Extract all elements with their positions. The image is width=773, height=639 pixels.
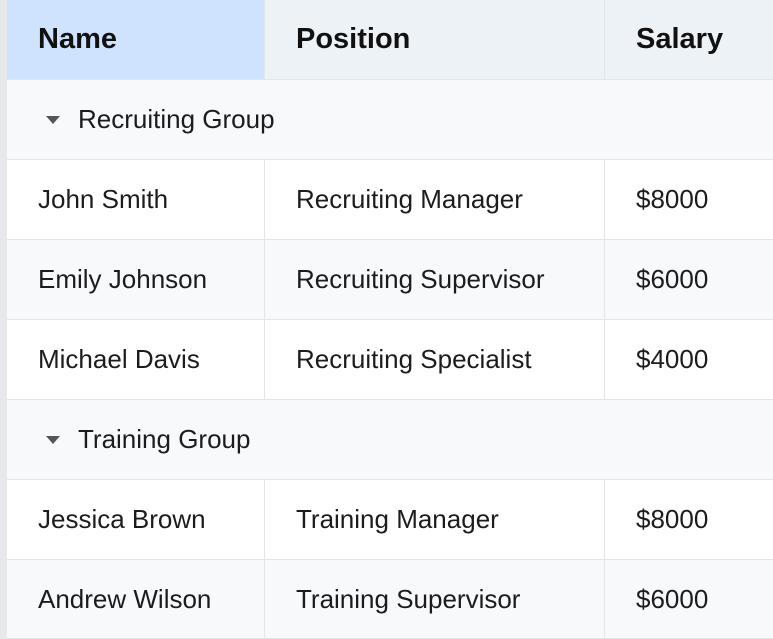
caret-down-icon[interactable] — [46, 115, 60, 124]
position-cell: Recruiting Manager — [265, 160, 605, 239]
column-header-name[interactable]: Name — [7, 0, 265, 79]
table-row[interactable]: Emily Johnson Recruiting Supervisor $600… — [7, 240, 773, 320]
data-grid: Name Position Salary Recruiting Group Jo… — [7, 0, 773, 639]
position-cell: Training Supervisor — [265, 560, 605, 638]
salary-cell: $6000 — [636, 264, 709, 294]
salary-cell: $6000 — [636, 583, 709, 614]
table-row[interactable]: Jessica Brown Training Manager $8000 — [7, 480, 773, 560]
group-cell: Recruiting Group — [7, 80, 773, 159]
table-row[interactable]: Andrew Wilson Training Supervisor $6000 — [7, 560, 773, 639]
salary-cell: $4000 — [636, 344, 709, 374]
position-cell: Training Manager — [265, 480, 605, 559]
header-row: Name Position Salary — [7, 0, 773, 80]
group-row[interactable]: Recruiting Group — [7, 80, 773, 160]
table-row[interactable]: Michael Davis Recruiting Specialist $400… — [7, 320, 773, 400]
caret-down-icon[interactable] — [46, 435, 60, 444]
group-label: Recruiting Group — [78, 104, 275, 134]
name-cell: Michael Davis — [7, 320, 265, 399]
name-cell: John Smith — [7, 160, 265, 239]
column-header-salary[interactable]: Salary — [636, 23, 724, 55]
column-header-position[interactable]: Position — [265, 0, 605, 79]
group-label: Training Group — [78, 424, 251, 454]
name-cell: Andrew Wilson — [7, 560, 265, 638]
salary-cell: $8000 — [636, 184, 709, 214]
position-cell: Recruiting Specialist — [265, 320, 605, 399]
group-cell: Training Group — [7, 400, 773, 479]
name-cell: Emily Johnson — [7, 240, 265, 319]
position-cell: Recruiting Supervisor — [265, 240, 605, 319]
group-row[interactable]: Training Group — [7, 400, 773, 480]
table-row[interactable]: John Smith Recruiting Manager $8000 — [7, 160, 773, 240]
salary-cell: $8000 — [636, 504, 709, 534]
name-cell: Jessica Brown — [7, 480, 265, 559]
